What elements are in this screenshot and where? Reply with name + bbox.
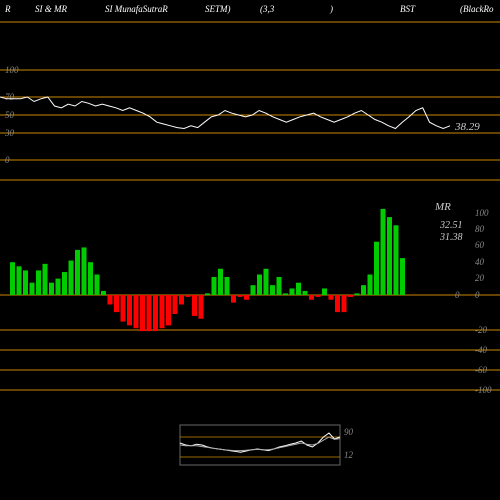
p2-mr-label: MR bbox=[434, 201, 451, 213]
p2-bar-30 bbox=[205, 293, 210, 295]
header-text-5: ) bbox=[329, 4, 333, 14]
p2-bar-29 bbox=[199, 295, 204, 319]
p2-bar-5 bbox=[43, 264, 48, 295]
p2-axis-r-4: 20 bbox=[475, 273, 485, 283]
p2-bar-50 bbox=[335, 295, 340, 312]
p2-bar-0 bbox=[10, 262, 15, 295]
header-text-7: (BlackRo bbox=[460, 4, 494, 14]
p2-bar-15 bbox=[108, 295, 113, 305]
p2-bar-27 bbox=[186, 295, 191, 297]
p2-bar-8 bbox=[62, 272, 67, 295]
chart-svg: R SI & MR SI MunafaSutraR SETM) (3,3) BST (Bla… bbox=[0, 0, 500, 500]
p2-bar-2 bbox=[23, 270, 28, 295]
p2-bar-33 bbox=[225, 277, 230, 295]
p2-bar-49 bbox=[329, 295, 334, 300]
p2-axis-r-0: 100 bbox=[475, 208, 489, 218]
header-text-4: (3,3 bbox=[260, 4, 275, 14]
p2-bar-21 bbox=[147, 295, 152, 331]
p2-bar-47 bbox=[316, 295, 321, 297]
p2-bar-24 bbox=[166, 295, 171, 325]
p2-bar-44 bbox=[296, 283, 301, 295]
p2-bar-32 bbox=[218, 269, 223, 295]
p2-val-0: 32.51 bbox=[439, 220, 463, 231]
p2-bar-51 bbox=[342, 295, 347, 312]
p2-axis-r-8: -60 bbox=[475, 365, 487, 375]
p2-bar-52 bbox=[348, 295, 353, 297]
p2-bar-55 bbox=[368, 275, 373, 296]
p2-bar-38 bbox=[257, 275, 262, 296]
p1-axis-100: 100 bbox=[5, 65, 19, 75]
p1-current-value: 38.29 bbox=[454, 121, 480, 133]
p2-axis-r-2: 60 bbox=[475, 240, 485, 250]
p2-bar-16 bbox=[114, 295, 119, 312]
p2-bar-19 bbox=[134, 295, 139, 328]
p2-bar-34 bbox=[231, 295, 236, 303]
p2-bar-17 bbox=[121, 295, 126, 322]
p1-axis-30: 30 bbox=[4, 128, 15, 138]
p2-bar-18 bbox=[127, 295, 132, 325]
p1-axis-0: 0 bbox=[5, 155, 10, 165]
p2-axis-r-7: -40 bbox=[475, 345, 487, 355]
header-text-0: R bbox=[4, 4, 11, 14]
p2-bar-25 bbox=[173, 295, 178, 314]
p3-axis-0: 90 bbox=[344, 427, 354, 437]
p2-bar-43 bbox=[290, 288, 295, 295]
p2-bar-4 bbox=[36, 270, 41, 295]
p2-bar-23 bbox=[160, 295, 165, 328]
p2-axis-r-1: 80 bbox=[475, 224, 485, 234]
header-text-2: SI MunafaSutraR bbox=[105, 4, 168, 14]
p2-bar-10 bbox=[75, 250, 80, 295]
p1-axis-70: 70 bbox=[5, 92, 15, 102]
p2-bar-11 bbox=[82, 247, 87, 295]
p2-bar-48 bbox=[322, 288, 327, 295]
p2-bar-54 bbox=[361, 285, 366, 295]
p2-bar-28 bbox=[192, 295, 197, 316]
p2-bar-3 bbox=[30, 283, 35, 295]
p2-bar-22 bbox=[153, 295, 158, 331]
p2-bar-59 bbox=[394, 225, 399, 295]
p1-axis-50: 50 bbox=[5, 110, 15, 120]
chart-container: R SI & MR SI MunafaSutraR SETM) (3,3) BST (Bla… bbox=[0, 0, 500, 500]
p2-axis-r0-5: 0 bbox=[475, 290, 480, 300]
p2-bar-35 bbox=[238, 295, 243, 297]
p2-bar-7 bbox=[56, 279, 61, 295]
p2-bar-12 bbox=[88, 262, 93, 295]
p3-axis-1: 12 bbox=[344, 450, 354, 460]
p2-bar-20 bbox=[140, 295, 145, 331]
p2-bar-6 bbox=[49, 283, 54, 295]
p2-bar-31 bbox=[212, 277, 217, 295]
p2-val-1: 31.38 bbox=[439, 232, 463, 243]
p2-axis-r-3: 40 bbox=[475, 257, 485, 267]
p2-bar-13 bbox=[95, 275, 100, 296]
p2-bar-56 bbox=[374, 242, 379, 295]
p2-bar-42 bbox=[283, 293, 288, 295]
p2-bar-36 bbox=[244, 295, 249, 300]
p2-bar-45 bbox=[303, 291, 308, 295]
p2-axis-r-6: -20 bbox=[475, 325, 487, 335]
p2-bar-39 bbox=[264, 269, 269, 295]
p2-bar-9 bbox=[69, 261, 74, 295]
p2-axis-l-5: 0 bbox=[455, 290, 460, 300]
header-text-3: SETM) bbox=[205, 4, 231, 14]
p2-bar-57 bbox=[381, 209, 386, 295]
p2-bar-41 bbox=[277, 277, 282, 295]
p2-axis-r-9: -100 bbox=[475, 385, 492, 395]
p2-bar-14 bbox=[101, 291, 106, 295]
p2-bar-60 bbox=[400, 258, 405, 295]
p2-bar-37 bbox=[251, 285, 256, 295]
p2-bar-40 bbox=[270, 285, 275, 295]
header-text-6: BST bbox=[400, 4, 416, 14]
p2-bar-53 bbox=[355, 293, 360, 295]
p2-bar-26 bbox=[179, 295, 184, 305]
p2-bar-46 bbox=[309, 295, 314, 300]
p2-bar-58 bbox=[387, 217, 392, 295]
p2-bar-1 bbox=[17, 266, 22, 295]
header-text-1: SI & MR bbox=[35, 4, 67, 14]
